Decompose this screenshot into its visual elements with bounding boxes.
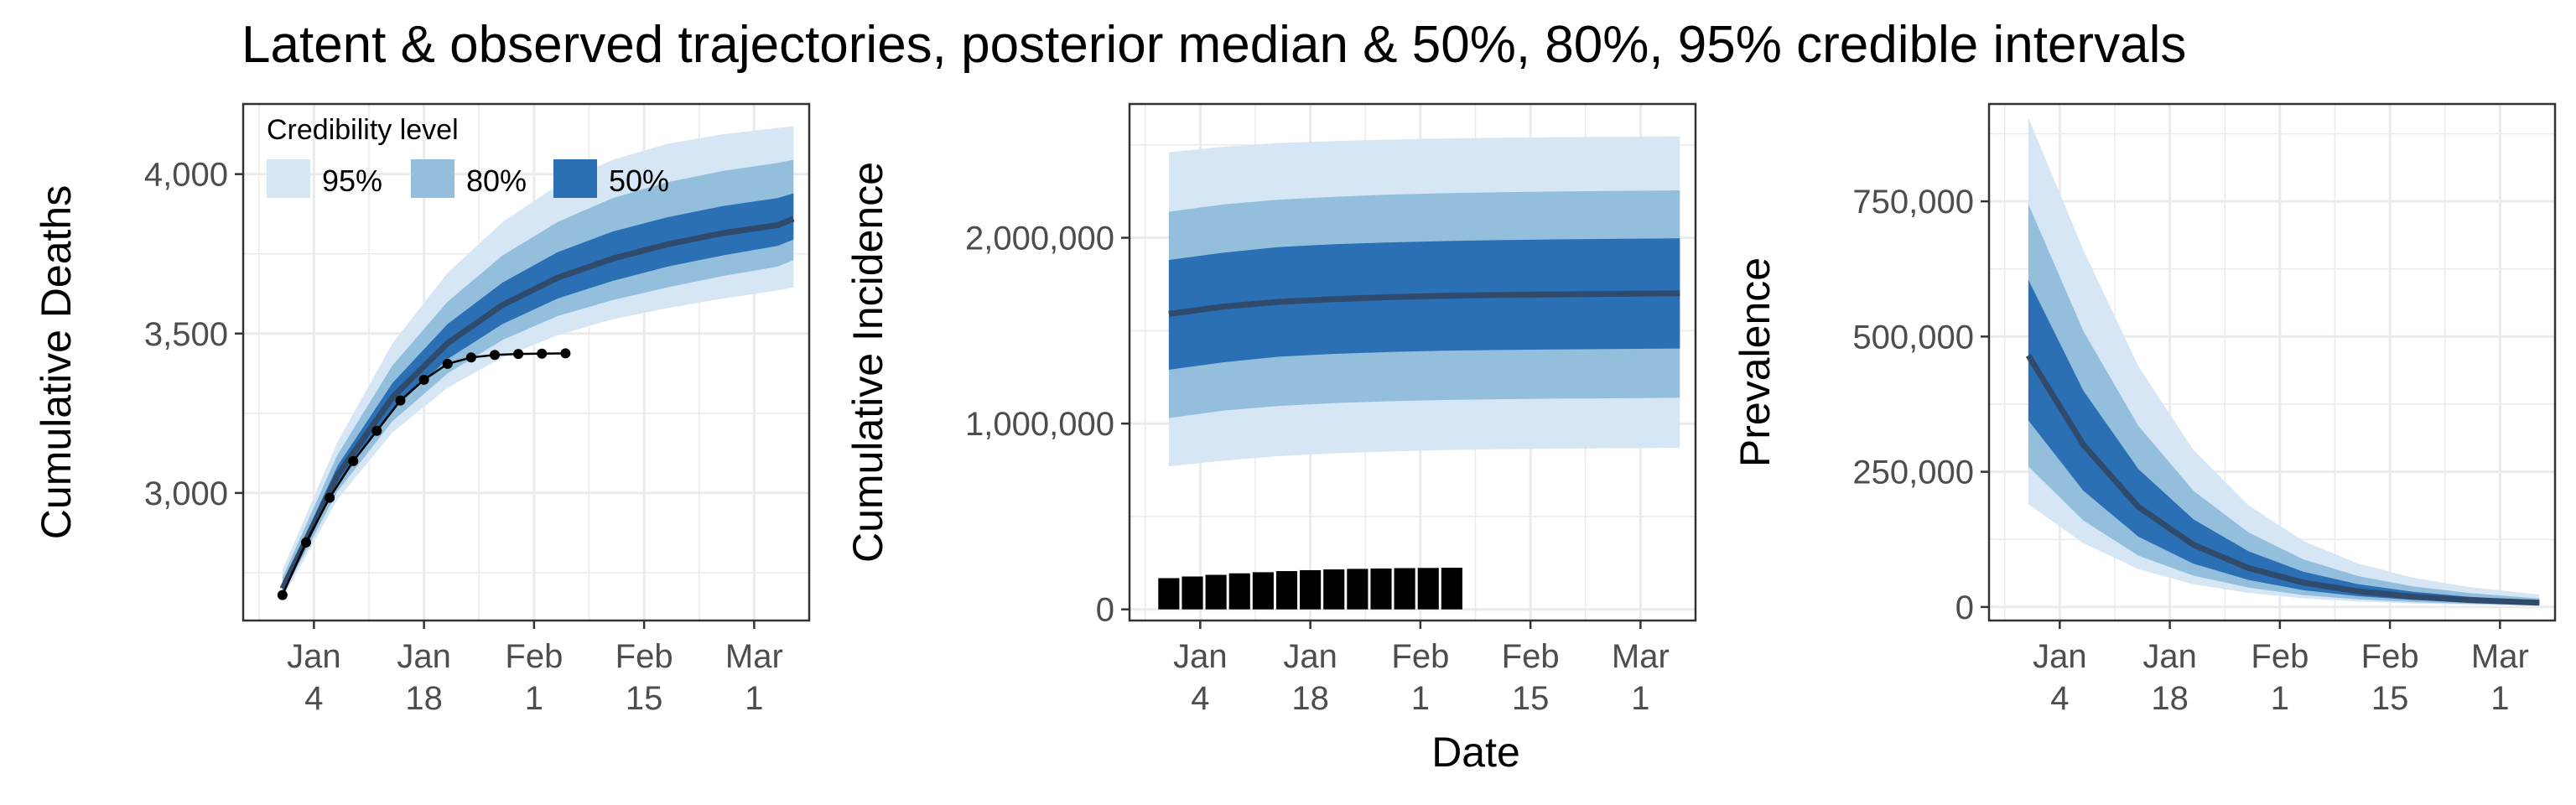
x-tick-label: Feb (2251, 638, 2309, 675)
observed-bar (1158, 578, 1180, 610)
x-tick-label: 1 (525, 680, 543, 717)
observed-bar (1347, 569, 1368, 610)
observed-point (348, 455, 359, 466)
x-tick-label: Jan (287, 638, 341, 675)
observed-point (537, 348, 548, 359)
x-tick-label: 15 (1512, 680, 1550, 717)
observed-point (490, 350, 500, 361)
observed-point (418, 374, 429, 385)
x-tick-label: 18 (405, 680, 443, 717)
observed-point (301, 537, 311, 548)
legend-title: Credibility level (267, 114, 459, 146)
y-axis-label: Prevalence (1732, 257, 1779, 467)
observed-bar (1441, 568, 1462, 610)
y-tick-label: 1,000,000 (965, 406, 1114, 443)
x-tick-label: 1 (2271, 680, 2289, 717)
x-tick-label: Mar (2471, 638, 2529, 675)
x-tick-label: Jan (1283, 638, 1337, 675)
observed-point (371, 425, 382, 436)
y-tick-label: 500,000 (1852, 319, 1974, 356)
panel-border (242, 102, 811, 622)
x-tick-label: Mar (725, 638, 783, 675)
observed-bar (1182, 576, 1203, 610)
x-tick-label: Jan (1173, 638, 1228, 675)
y-tick-label: 3,000 (144, 475, 228, 512)
band-50 (2028, 279, 2540, 605)
legend: Credibility level 95% 80% 50% (267, 114, 669, 198)
y-tick-label: 2,000,000 (965, 221, 1114, 257)
x-tick-label: 18 (2151, 680, 2189, 717)
x-tick-label: 15 (2371, 680, 2409, 717)
panel-border (1128, 102, 1697, 622)
observed-bar (1228, 573, 1250, 610)
x-tick-label: Feb (2361, 638, 2419, 675)
x-tick-label: 1 (1411, 680, 1430, 717)
x-tick-label: Jan (397, 638, 451, 675)
x-tick-label: Feb (1391, 638, 1449, 675)
x-tick-label: Mar (1612, 638, 1670, 675)
observed-bar (1394, 568, 1415, 610)
x-tick-label: 1 (2490, 680, 2509, 717)
y-axis-label: Cumulative Incidence (844, 162, 891, 563)
legend-swatch (411, 159, 454, 198)
band-80 (282, 159, 794, 595)
observed-point (465, 352, 476, 363)
y-tick-label: 750,000 (1852, 184, 1974, 221)
observed-bar (1275, 571, 1298, 610)
y-tick-label: 0 (1096, 592, 1114, 629)
observed-bar (1252, 572, 1274, 610)
panel-1: 3,000 3,500 4,000 Jan 4 Jan 18 Feb 1 Feb 15 Mar 1 Cum… (33, 102, 811, 717)
observed-bar (1300, 569, 1322, 610)
observed-bar (1370, 568, 1392, 610)
legend-label: 95% (322, 164, 382, 198)
panel-3: 0 250,000 500,000 750,000 Jan 4 Jan 18 Feb 1 Feb 15… (1732, 102, 2557, 717)
observed-point (513, 349, 524, 360)
median-line (279, 216, 795, 590)
legend-label: 80% (466, 164, 527, 198)
x-tick-label: Feb (615, 638, 673, 675)
y-tick-label: 3,500 (144, 316, 228, 353)
x-tick-label: 4 (2050, 680, 2069, 717)
x-tick-label: 4 (304, 680, 323, 717)
median-line (1168, 290, 1680, 317)
x-tick-label: Jan (2142, 638, 2197, 675)
x-tick-label: 15 (626, 680, 663, 717)
x-tick-label: 1 (745, 680, 763, 717)
observed-bar (1323, 569, 1345, 610)
observed-bar (1205, 574, 1227, 610)
panel-2: 0 1,000,000 2,000,000 Jan 4 Jan 18 Feb 1 Feb 15 Mar… (844, 102, 1697, 717)
y-tick-label: 0 (1955, 589, 1974, 626)
observed-bar (1417, 568, 1439, 610)
observed-point (560, 348, 571, 359)
x-tick-label: Jan (2033, 638, 2087, 675)
y-axis-label: Cumulative Deaths (33, 185, 80, 539)
x-axis-label: Date (1431, 729, 1520, 776)
chart-title: Latent & observed trajectories, posterio… (242, 16, 2187, 74)
x-tick-label: Feb (1502, 638, 1560, 675)
observed-point (277, 589, 288, 600)
legend-label: 50% (609, 164, 669, 198)
observed-point (325, 492, 335, 503)
x-tick-label: 1 (1631, 680, 1649, 717)
observed-point (395, 395, 406, 406)
y-tick-label: 4,000 (144, 157, 228, 194)
observed-point (442, 358, 453, 369)
x-tick-label: 18 (1291, 680, 1329, 717)
band-50 (1168, 238, 1680, 370)
panel-border (1987, 102, 2557, 622)
x-tick-label: 4 (1191, 680, 1209, 717)
legend-swatch (553, 159, 597, 198)
y-tick-label: 250,000 (1852, 454, 1974, 491)
median-line (2025, 354, 2540, 606)
legend-swatch (267, 159, 310, 198)
x-tick-label: Feb (505, 638, 563, 675)
